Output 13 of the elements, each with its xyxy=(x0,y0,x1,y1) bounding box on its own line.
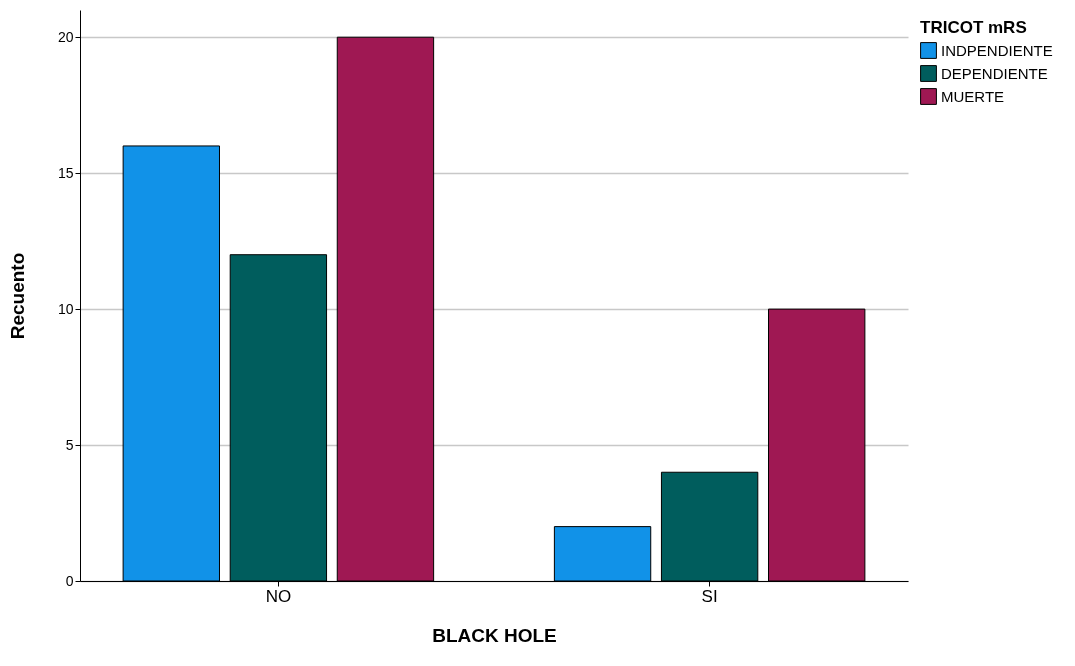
y-tick-label: 15 xyxy=(57,164,74,181)
legend-label: INDPENDIENTE xyxy=(941,41,1053,59)
y-tick-label: 20 xyxy=(57,28,74,45)
y-tick-label: 0 xyxy=(65,572,74,589)
legend-label: MUERTE xyxy=(941,87,1005,105)
x-tick-label: NO xyxy=(265,586,292,606)
y-tick-label: 5 xyxy=(65,436,74,453)
y-axis-title: Recuento xyxy=(6,252,28,340)
y-tick-label: 10 xyxy=(57,300,74,317)
x-axis-title: BLACK HOLE xyxy=(432,624,557,646)
legend-label: DEPENDIENTE xyxy=(941,64,1048,82)
x-tick-label: SI xyxy=(701,586,718,606)
legend-title: TRICOT mRS xyxy=(920,18,1027,37)
